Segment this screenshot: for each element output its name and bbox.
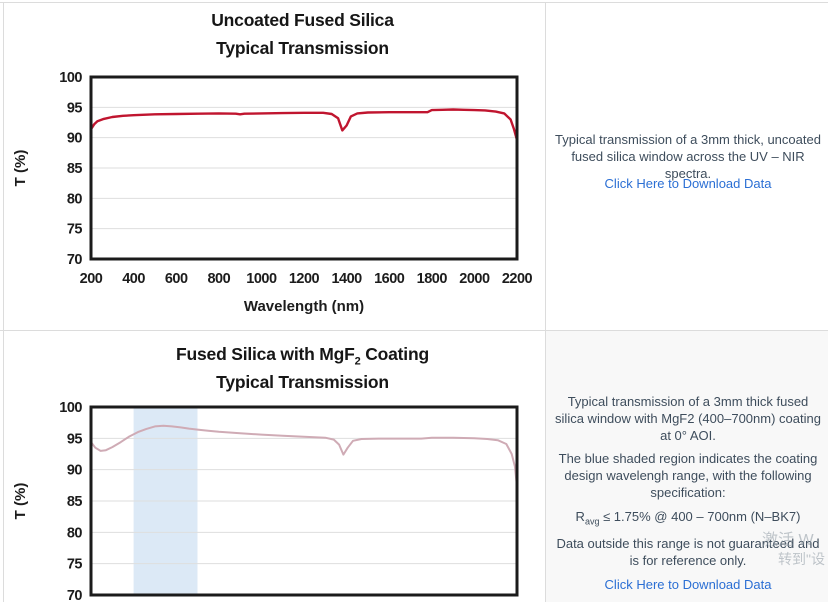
subscript-avg: avg — [584, 516, 600, 527]
svg-text:95: 95 — [67, 431, 83, 447]
coating-specification: Ravg ≤ 1.75% @ 400 – 700nm (N–BK7) — [575, 509, 801, 527]
coated-download-link[interactable]: Click Here to Download Data — [604, 577, 772, 592]
coated-description-3: Data outside this range is not guarantee… — [556, 536, 820, 568]
coated-chart-title: Fused Silica with MgF2 Coating Typical T… — [60, 340, 545, 396]
svg-text:100: 100 — [59, 70, 82, 86]
svg-text:1800: 1800 — [417, 271, 448, 287]
uncoated-chart-title-line2: Typical Transmission — [216, 38, 389, 58]
svg-text:75: 75 — [67, 557, 83, 573]
svg-text:95: 95 — [67, 100, 83, 116]
svg-text:T (%): T (%) — [12, 483, 29, 520]
subscript-2: 2 — [354, 355, 361, 368]
svg-text:2200: 2200 — [502, 271, 533, 287]
coated-chart-title-line2: Typical Transmission — [216, 372, 389, 392]
uncoated-chart-title: Uncoated Fused Silica Typical Transmissi… — [60, 6, 545, 62]
svg-text:1200: 1200 — [289, 271, 320, 287]
svg-text:200: 200 — [80, 271, 103, 287]
svg-text:80: 80 — [67, 191, 83, 207]
row-divider — [0, 330, 828, 331]
coated-description-2: The blue shaded region indicates the coa… — [558, 451, 818, 500]
svg-text:100: 100 — [59, 400, 82, 416]
svg-text:Wavelength (nm): Wavelength (nm) — [244, 298, 364, 315]
column-divider — [545, 2, 546, 602]
svg-text:800: 800 — [207, 271, 230, 287]
coated-description-1: Typical transmission of a 3mm thick fuse… — [555, 394, 821, 443]
svg-text:600: 600 — [165, 271, 188, 287]
svg-text:1600: 1600 — [374, 271, 405, 287]
coated-chart-title-line1: Fused Silica with MgF2 Coating — [176, 344, 429, 368]
svg-text:400: 400 — [122, 271, 145, 287]
transmission-chart-mgf2-coated: 1009590858075702004006008001000120014001… — [12, 400, 519, 602]
svg-text:2000: 2000 — [459, 271, 490, 287]
uncoated-download-link[interactable]: Click Here to Download Data — [604, 176, 772, 191]
svg-text:80: 80 — [67, 525, 83, 541]
uncoated-chart-title-line1: Uncoated Fused Silica — [211, 10, 394, 30]
left-border — [3, 2, 4, 602]
svg-text:85: 85 — [67, 494, 83, 510]
svg-text:70: 70 — [67, 252, 83, 268]
svg-text:1400: 1400 — [331, 271, 362, 287]
svg-text:90: 90 — [67, 131, 83, 147]
svg-text:T (%): T (%) — [12, 150, 29, 187]
bottom-right-cell-background — [546, 331, 828, 602]
svg-text:90: 90 — [67, 463, 83, 479]
svg-text:70: 70 — [67, 588, 83, 602]
svg-text:75: 75 — [67, 222, 83, 238]
top-border — [0, 2, 828, 3]
svg-text:1000: 1000 — [246, 271, 277, 287]
transmission-chart-uncoated: 100 95 90 85 80 75 70 200 400 600 800 1000 1200 1400 1… — [12, 70, 533, 315]
svg-text:85: 85 — [67, 161, 83, 177]
uncoated-description: Typical transmission of a 3mm thick, unc… — [555, 132, 821, 181]
